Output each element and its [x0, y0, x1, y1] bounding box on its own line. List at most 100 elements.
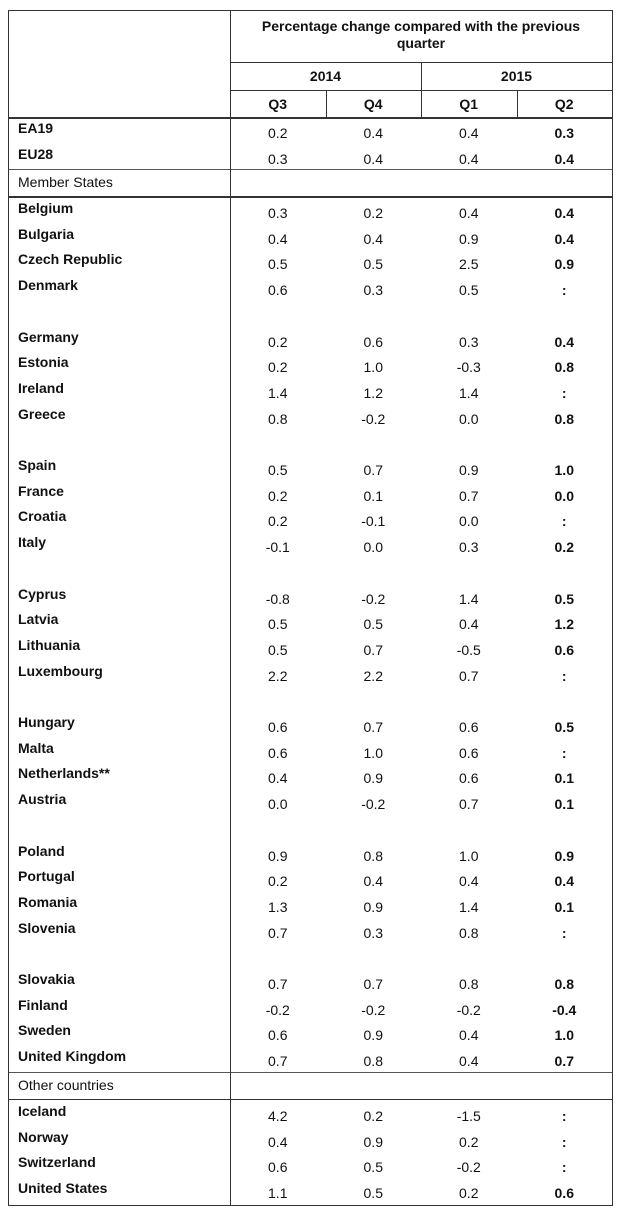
cell-value: 0.9	[363, 898, 383, 915]
row-label: Bulgaria	[18, 225, 75, 242]
cell-value: 0.2	[363, 1107, 383, 1124]
cell-value: 0.4	[459, 1027, 479, 1044]
cell-value: 0.6	[554, 1184, 574, 1201]
rule	[516, 90, 518, 117]
cell-value: -0.2	[361, 796, 386, 813]
cell-value: 0.4	[363, 150, 383, 167]
cell-value: -0.2	[456, 1001, 481, 1018]
cell-value: 0.4	[268, 1133, 288, 1150]
cell-value: 0.4	[268, 230, 288, 247]
cell-value: 0.7	[459, 487, 479, 504]
cell-value: 0.5	[459, 282, 479, 299]
rule	[8, 1098, 612, 1101]
cell-value: 0.7	[459, 796, 479, 813]
quarter: Q2	[554, 96, 574, 112]
row-label: Czech Republic	[18, 251, 123, 268]
row-label: Hungary	[18, 714, 75, 730]
cell-value: 0.4	[459, 616, 479, 633]
row-label: Netherlands**	[18, 765, 110, 782]
rule	[8, 10, 9, 1206]
cell-value: 4.2	[268, 1107, 288, 1124]
cell-value: 0.6	[268, 1159, 288, 1176]
cell-value: -1.5	[456, 1107, 481, 1124]
cell-value: 0.4	[554, 873, 574, 890]
cell-value: 0.2	[268, 873, 288, 890]
row-label: Austria	[18, 791, 67, 808]
cell-value: 0.4	[459, 1053, 479, 1070]
cell-value: 2.2	[363, 667, 383, 684]
rule	[325, 90, 327, 117]
cell-value: 0.5	[363, 256, 383, 273]
row-label: Lithuania	[18, 636, 81, 653]
cell-value: 0.3	[268, 150, 288, 167]
cell-value: :	[561, 1159, 567, 1176]
row-label: Poland	[18, 842, 65, 859]
cell-value: -0.1	[265, 539, 290, 556]
rule	[8, 196, 612, 198]
cell-value: 1.0	[363, 359, 383, 376]
row-label: Spain	[18, 457, 57, 473]
cell-value: 0.0	[268, 796, 288, 813]
cell-value: 0.2	[554, 539, 574, 556]
cell-value: 0.9	[459, 230, 479, 247]
cell-value: 0.3	[459, 333, 479, 350]
row-label: Croatia	[18, 508, 67, 525]
cell-value: 0.3	[268, 205, 288, 221]
rule	[8, 1204, 612, 1207]
cell-value: 0.5	[268, 256, 288, 273]
cell-value: 0.4	[268, 770, 288, 787]
cell-value: 0.9	[268, 847, 288, 864]
cell-value: -0.8	[265, 590, 290, 607]
row-label: Estonia	[18, 354, 69, 371]
cell-value: 0.0	[363, 539, 383, 556]
cell-value: 0.7	[554, 1053, 574, 1070]
cell-value: 1.0	[459, 847, 479, 864]
cell-value: -0.3	[456, 359, 481, 376]
year: 2015	[500, 68, 533, 84]
cell-value: 2.2	[268, 667, 288, 684]
row-label: Iceland	[18, 1102, 67, 1119]
cell-value: 0.5	[363, 1184, 383, 1201]
cell-value: 0.0	[554, 487, 574, 504]
cell-value: :	[561, 1107, 567, 1124]
cell-value: 0.6	[363, 333, 383, 350]
cell-value: :	[561, 924, 567, 941]
cell-value: 2.5	[459, 256, 479, 273]
cell-value: 0.8	[268, 410, 288, 427]
quarter: Q4	[363, 96, 383, 112]
section-title: Other countries	[18, 1076, 114, 1093]
cell-value: 0.5	[554, 590, 574, 607]
cell-value: 0.1	[554, 770, 574, 787]
cell-value: 0.8	[554, 976, 574, 992]
cell-value: 0.3	[554, 125, 574, 141]
cell-value: 0.5	[268, 616, 288, 633]
cell-value: 0.7	[268, 976, 288, 992]
cell-value: 0.3	[459, 539, 479, 556]
rule	[230, 10, 231, 1206]
cell-value: 0.6	[554, 641, 574, 658]
cell-value: :	[561, 667, 567, 684]
cell-value: 1.2	[363, 384, 383, 401]
cell-value: 0.1	[554, 796, 574, 813]
cell-value: 0.8	[554, 359, 574, 376]
cell-value: 0.6	[268, 1027, 288, 1044]
cell-value: 0.4	[459, 205, 479, 221]
cell-value: 0.7	[363, 976, 383, 992]
rule	[612, 10, 613, 1206]
cell-value: 0.4	[554, 205, 574, 221]
row-label: Luxembourg	[18, 662, 103, 679]
cell-value: 0.6	[268, 719, 288, 735]
section-title: Member States	[18, 174, 113, 190]
cell-value: 0.2	[459, 1133, 479, 1150]
cell-value: 0.1	[363, 487, 383, 504]
cell-value: 0.4	[363, 125, 383, 141]
row-label: Finland	[18, 996, 68, 1013]
rule	[8, 117, 612, 119]
cell-value: 0.4	[459, 125, 479, 141]
cell-value: 0.8	[363, 847, 383, 864]
cell-value: 0.2	[268, 513, 288, 530]
cell-value: -0.2	[456, 1159, 481, 1176]
cell-value: 1.4	[459, 898, 479, 915]
cell-value: 0.4	[554, 333, 574, 350]
